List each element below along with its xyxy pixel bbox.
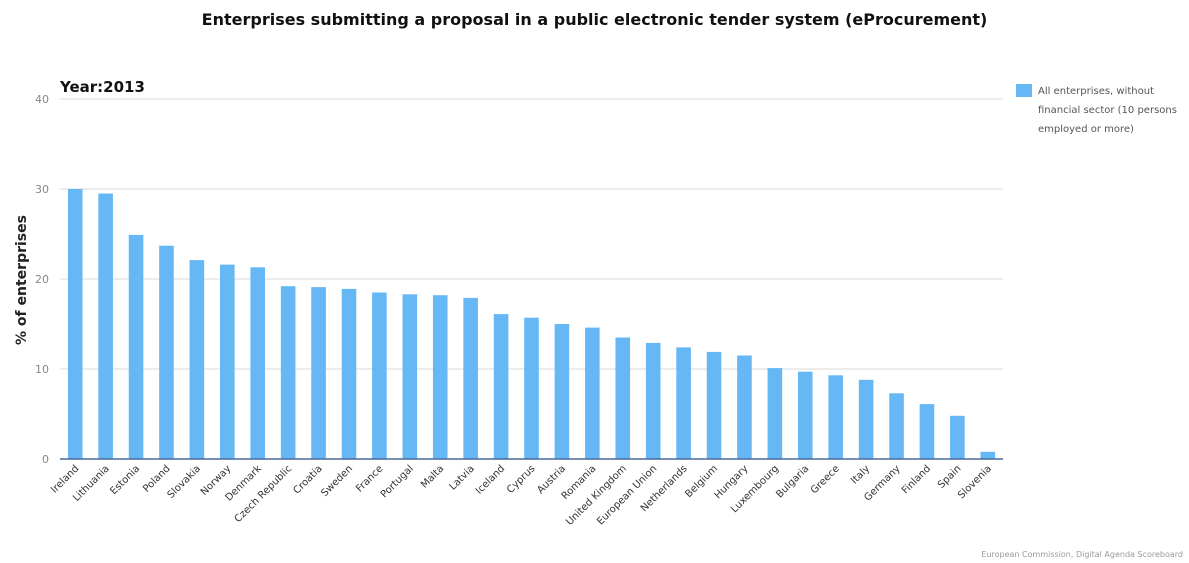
bar-sweden xyxy=(341,288,357,459)
legend-swatch xyxy=(1016,84,1032,97)
bar-belgium xyxy=(706,351,722,459)
x-tick-label: Czech Republic xyxy=(233,463,295,525)
bar-italy xyxy=(858,379,874,459)
chart-title: Enterprises submitting a proposal in a p… xyxy=(201,10,988,29)
source-footer: European Commission, Digital Agenda Scor… xyxy=(981,550,1183,559)
bar-cyprus xyxy=(524,317,539,459)
bar-luxembourg xyxy=(767,368,783,459)
x-tick-label: Finland xyxy=(900,463,933,496)
bar-ireland xyxy=(67,189,83,459)
legend-label: All enterprises, without financial secto… xyxy=(1038,86,1177,135)
x-tick-label: Cyprus xyxy=(505,463,537,495)
bar-romania xyxy=(585,327,600,459)
bar-iceland xyxy=(493,314,509,459)
bar-poland xyxy=(159,245,174,459)
bar-bulgaria xyxy=(797,371,813,459)
year-label: Year:2013 xyxy=(59,78,145,96)
y-tick-label: 20 xyxy=(35,273,49,286)
bar-slovenia xyxy=(980,451,996,459)
x-tick-label: Malta xyxy=(419,463,446,490)
x-tick-label: Estonia xyxy=(108,463,142,497)
bar-united-kingdom xyxy=(615,337,631,459)
x-tick-label: Italy xyxy=(849,463,872,486)
bar-hungary xyxy=(737,355,752,459)
x-tick-label: Slovenia xyxy=(956,463,994,501)
y-tick-label: 10 xyxy=(35,363,49,376)
bar-latvia xyxy=(463,297,478,459)
bars xyxy=(67,189,996,459)
x-tick-label: Portugal xyxy=(379,463,416,500)
x-tick-label: Sweden xyxy=(319,463,355,499)
x-tick-label: Slovakia xyxy=(166,463,203,500)
bar-norway xyxy=(220,264,235,459)
y-tick-label: 40 xyxy=(35,93,49,106)
bar-austria xyxy=(554,324,570,459)
bar-netherlands xyxy=(676,347,691,459)
bar-denmark xyxy=(250,267,266,459)
bar-spain xyxy=(950,415,965,459)
bar-portugal xyxy=(402,294,418,459)
bar-greece xyxy=(828,375,843,459)
bar-germany xyxy=(889,393,904,459)
x-tick-label: Greece xyxy=(809,463,842,496)
bar-malta xyxy=(432,295,448,459)
bar-lithuania xyxy=(98,193,113,459)
bar-european-union xyxy=(645,342,661,459)
y-tick-label: 0 xyxy=(42,453,49,466)
bar-france xyxy=(372,292,387,459)
bar-finland xyxy=(919,404,935,459)
x-tick-label: Bulgaria xyxy=(774,463,811,500)
bar-czech-republic xyxy=(280,286,296,459)
y-axis-title: % of enterprises xyxy=(14,215,30,345)
bar-croatia xyxy=(311,287,326,459)
bar-slovakia xyxy=(189,260,205,459)
x-tick-label: Latvia xyxy=(447,463,476,492)
bar-estonia xyxy=(128,234,144,459)
y-tick-label: 30 xyxy=(35,183,49,196)
x-tick-label: Spain xyxy=(936,463,964,491)
y-tick-labels: 0 10 20 30 40 xyxy=(35,93,49,466)
x-tick-label: Iceland xyxy=(474,463,507,496)
